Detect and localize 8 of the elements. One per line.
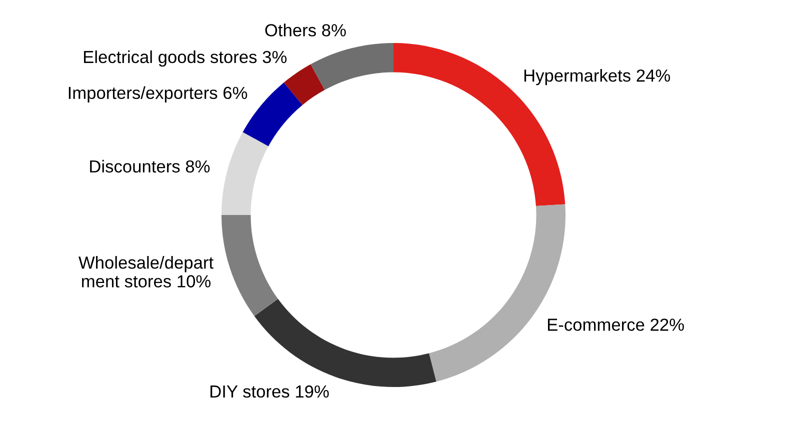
slice-label: Wholesale/depart ment stores 10% <box>78 256 214 288</box>
slice-label: Discounters 8% <box>90 160 210 173</box>
slice-label: Importers/exporters 6% <box>68 86 248 102</box>
slice-label: Others 8% <box>265 24 346 36</box>
slice-label: DIY stores 19% <box>210 385 329 398</box>
slice-label: Hypermarkets 24% <box>524 68 670 86</box>
slice-label: Electrical goods stores 3% <box>84 50 287 67</box>
slice-label: E-commerce 22% <box>548 318 684 331</box>
